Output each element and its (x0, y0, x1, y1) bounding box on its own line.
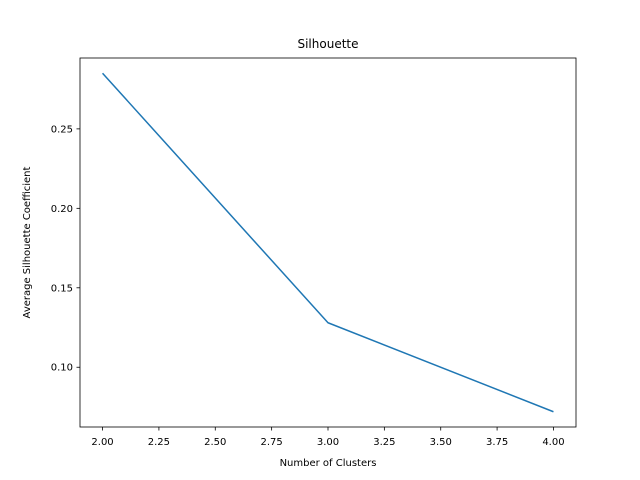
y-axis-label: Average Silhouette Coefficient (22, 166, 33, 318)
y-axis-ticks: 0.10 0.15 0.20 0.25 (51, 124, 80, 374)
x-axis-label: Number of Clusters (280, 458, 377, 469)
x-tick-label: 2.00 (91, 437, 113, 448)
series-line (101, 72, 554, 413)
x-tick-label: 3.50 (430, 437, 452, 448)
y-tick-label: 0.20 (51, 204, 73, 215)
x-tick-label: 2.75 (261, 437, 283, 448)
x-tick-label: 3.75 (486, 437, 508, 448)
chart-title: Silhouette (297, 37, 358, 51)
series-layer (101, 72, 554, 413)
y-tick-label: 0.10 (51, 363, 73, 374)
y-tick-label: 0.25 (51, 124, 73, 135)
x-axis-ticks: 2.00 2.25 2.50 2.75 3.00 3.25 3.50 3.75 4.00 (91, 427, 565, 448)
y-tick-label: 0.15 (51, 283, 73, 294)
x-tick-label: 4.00 (542, 437, 564, 448)
x-tick-label: 2.25 (148, 437, 170, 448)
x-tick-label: 3.25 (373, 437, 395, 448)
x-tick-label: 2.50 (204, 437, 226, 448)
x-tick-label: 3.00 (317, 437, 339, 448)
